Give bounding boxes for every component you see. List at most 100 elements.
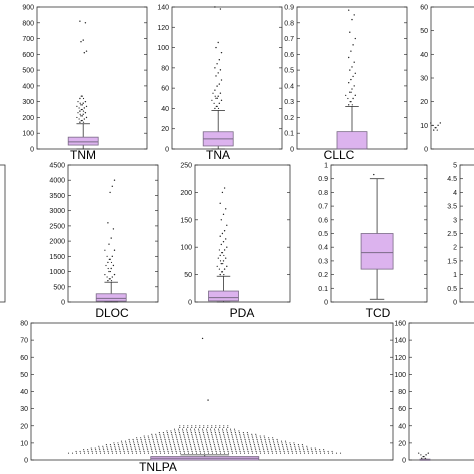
outlier-point xyxy=(252,440,255,442)
outlier-point xyxy=(103,452,106,454)
panel-partial-10: 0 20 40 60 80 100 120 140 160 xyxy=(394,321,474,465)
outlier-point xyxy=(76,116,78,119)
y-tick-label: 0.5 xyxy=(447,286,457,293)
outlier-point xyxy=(260,440,263,442)
outlier-point xyxy=(238,430,240,432)
outlier-point xyxy=(163,450,165,452)
outlier-point xyxy=(230,432,232,434)
outlier-point xyxy=(152,440,155,442)
outlier-point xyxy=(98,447,100,449)
outlier-point xyxy=(276,438,278,441)
outlier-point xyxy=(299,450,301,452)
y-tick-label: 1 xyxy=(453,272,457,279)
outlier-point xyxy=(258,445,260,447)
outlier-point xyxy=(189,442,191,444)
outlier-point xyxy=(227,433,229,435)
y-tick-label: 0 xyxy=(290,147,294,154)
outlier-point xyxy=(143,435,145,437)
outlier-point xyxy=(106,276,108,278)
y-tick-label: 10 xyxy=(20,440,28,447)
outlier-point xyxy=(221,252,223,254)
outlier-point xyxy=(239,450,241,452)
outlier-point xyxy=(147,435,149,437)
outlier-point xyxy=(203,449,205,451)
outlier-point xyxy=(186,432,188,434)
outlier-point xyxy=(83,107,86,109)
outlier-point xyxy=(139,449,141,451)
outlier-point xyxy=(127,450,129,452)
outlier-point xyxy=(80,115,82,117)
outlier-point xyxy=(231,449,233,451)
outlier-point xyxy=(216,440,219,442)
outlier-point xyxy=(128,440,131,442)
outlier-point xyxy=(260,438,262,441)
outlier-point xyxy=(420,454,422,456)
outlier-point xyxy=(134,445,136,447)
outlier-point xyxy=(204,437,206,439)
outlier-point xyxy=(349,69,351,71)
outlier-point xyxy=(214,67,216,69)
outlier-point xyxy=(213,428,216,430)
outlier-point xyxy=(119,449,121,451)
y-tick-label: 3 xyxy=(453,217,457,224)
outlier-point xyxy=(151,450,153,452)
outlier-point xyxy=(266,445,268,447)
outlier-point xyxy=(79,102,81,104)
outlier-point xyxy=(349,101,351,103)
outlier-point xyxy=(217,107,220,110)
outlier-point xyxy=(191,435,193,437)
outlier-point xyxy=(289,444,291,446)
outlier-point xyxy=(217,41,219,44)
outlier-point xyxy=(156,437,158,439)
outlier-point xyxy=(418,452,420,454)
outlier-point xyxy=(119,452,122,454)
outlier-point xyxy=(184,440,187,442)
outlier-point xyxy=(242,447,244,449)
outlier-point xyxy=(270,447,272,449)
outlier-point xyxy=(348,9,350,11)
y-tick-label: 0 xyxy=(188,300,192,307)
outlier-point xyxy=(293,442,295,444)
outlier-point xyxy=(230,430,232,432)
outlier-point xyxy=(214,445,216,447)
outlier-point xyxy=(217,442,219,444)
outlier-point xyxy=(141,442,143,444)
panel-partial-8: 0 0.5 1 1.5 2 2.5 3 3.5 4 4.5 5 xyxy=(447,163,474,307)
outlier-point xyxy=(182,430,184,432)
outlier-point xyxy=(239,452,242,454)
outlier-point xyxy=(80,108,82,111)
outlier-point xyxy=(144,437,146,439)
outlier-point xyxy=(171,435,173,437)
outlier-point xyxy=(217,257,219,259)
outlier-point xyxy=(302,445,304,447)
outlier-point xyxy=(196,438,198,441)
outlier-point xyxy=(198,432,200,434)
outlier-point xyxy=(183,426,185,429)
outlier-point xyxy=(122,445,124,447)
outlier-point xyxy=(203,452,206,454)
outlier-point xyxy=(240,437,242,439)
outlier-point xyxy=(181,428,184,430)
outlier-point xyxy=(230,445,232,447)
outlier-point xyxy=(215,435,217,437)
outlier-point xyxy=(223,433,225,435)
outlier-point xyxy=(265,442,267,444)
outlier-point xyxy=(217,428,220,430)
outlier-point xyxy=(118,445,120,447)
outlier-point xyxy=(103,449,105,451)
outlier-point xyxy=(243,433,245,435)
outlier-point xyxy=(323,452,326,454)
outlier-point xyxy=(146,445,148,447)
y-tick-label: 1000 xyxy=(49,269,65,276)
outlier-point xyxy=(222,241,225,243)
outlier-point xyxy=(153,442,155,444)
outlier-point xyxy=(232,438,234,441)
outlier-point xyxy=(222,263,224,265)
outlier-point xyxy=(252,437,254,439)
outlier-point xyxy=(144,440,147,442)
outlier-point xyxy=(211,449,213,451)
outlier-point xyxy=(79,121,81,123)
outlier-point xyxy=(219,69,222,71)
outlier-point xyxy=(210,432,212,434)
outlier-point xyxy=(215,452,218,454)
